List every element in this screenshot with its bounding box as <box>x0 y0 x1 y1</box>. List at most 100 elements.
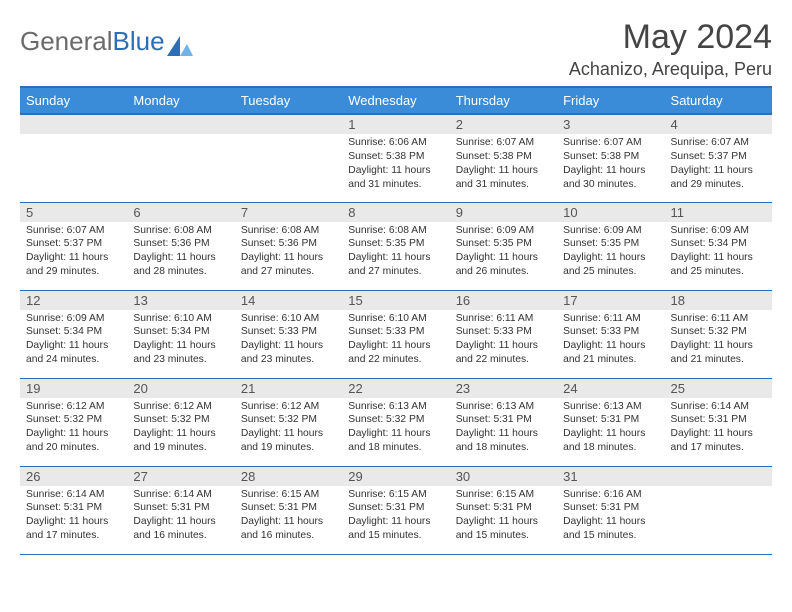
sunset-line: Sunset: 5:38 PM <box>348 150 443 164</box>
sunrise-line: Sunrise: 6:14 AM <box>133 488 228 502</box>
calendar-day-cell: 10Sunrise: 6:09 AMSunset: 5:35 PMDayligh… <box>557 202 664 290</box>
day-number: 15 <box>342 291 449 310</box>
sunrise-line: Sunrise: 6:08 AM <box>348 224 443 238</box>
calendar-week-row: 5 Sunrise: 6:07 AMSunset: 5:37 PM Daylight… <box>20 202 772 290</box>
day-number <box>665 467 772 486</box>
calendar-day-cell: 13Sunrise: 6:10 AMSunset: 5:34 PMDayligh… <box>127 290 234 378</box>
daylight-line: Daylight: 11 hours and 30 minutes. <box>563 164 658 192</box>
sunset-line: Sunset: 5:32 PM <box>241 413 336 427</box>
day-details: Sunrise: 6:12 AMSunset: 5:32 PMDaylight:… <box>127 398 234 460</box>
calendar-day-cell: 3Sunrise: 6:07 AMSunset: 5:38 PMDaylight… <box>557 114 664 202</box>
sunrise-line: Sunrise: 6:14 AM <box>26 488 121 502</box>
day-details: Sunrise: 6:07 AMSunset: 5:38 PMDaylight:… <box>557 134 664 196</box>
sunrise-line: Sunrise: 6:08 AM <box>241 224 336 238</box>
day-details: Sunrise: 6:09 AMSunset: 5:34 PMDaylight:… <box>665 222 772 284</box>
sunrise-line: Sunrise: 6:07 AM <box>26 224 121 238</box>
calendar-day-cell: 30Sunrise: 6:15 AMSunset: 5:31 PMDayligh… <box>450 466 557 554</box>
sunset-line: Sunset: 5:31 PM <box>348 501 443 515</box>
daylight-line: Daylight: 11 hours and 15 minutes. <box>563 515 658 543</box>
day-number: 31 <box>557 467 664 486</box>
day-number: 5 <box>20 203 127 222</box>
sunset-line: Sunset: 5:32 PM <box>671 325 766 339</box>
day-number: 17 <box>557 291 664 310</box>
daylight-line: Daylight: 11 hours and 24 minutes. <box>26 339 121 367</box>
calendar-day-cell: 16Sunrise: 6:11 AMSunset: 5:33 PMDayligh… <box>450 290 557 378</box>
sunset-line: Sunset: 5:35 PM <box>563 237 658 251</box>
day-details: Sunrise: 6:13 AMSunset: 5:32 PMDaylight:… <box>342 398 449 460</box>
calendar-week-row: 26Sunrise: 6:14 AMSunset: 5:31 PMDayligh… <box>20 466 772 554</box>
logo-text-blue: Blue <box>113 26 165 57</box>
weekday-sunday: Sunday <box>20 87 127 114</box>
day-details: Sunrise: 6:08 AMSunset: 5:35 PMDaylight:… <box>342 222 449 284</box>
sunrise-line: Sunrise: 6:13 AM <box>348 400 443 414</box>
day-number: 9 <box>450 203 557 222</box>
day-number: 18 <box>665 291 772 310</box>
daylight-line: Daylight: 11 hours and 25 minutes. <box>671 251 766 279</box>
day-number <box>20 115 127 134</box>
day-number: 2 <box>450 115 557 134</box>
calendar-day-cell: 27Sunrise: 6:14 AMSunset: 5:31 PMDayligh… <box>127 466 234 554</box>
day-number: 11 <box>665 203 772 222</box>
day-number: 8 <box>342 203 449 222</box>
day-details: Sunrise: 6:15 AMSunset: 5:31 PMDaylight:… <box>235 486 342 548</box>
daylight-line: Daylight: 11 hours and 19 minutes. <box>241 427 336 455</box>
day-number: 12 <box>20 291 127 310</box>
weekday-header-row: Sunday Monday Tuesday Wednesday Thursday… <box>20 87 772 114</box>
day-details: Sunrise: 6:12 AMSunset: 5:32 PMDaylight:… <box>235 398 342 460</box>
daylight-line: Daylight: 11 hours and 29 minutes. <box>671 164 766 192</box>
weekday-thursday: Thursday <box>450 87 557 114</box>
calendar-day-cell: 5Sunrise: 6:07 AMSunset: 5:37 PMDaylight… <box>20 202 127 290</box>
day-number: 26 <box>20 467 127 486</box>
sunrise-line: Sunrise: 6:07 AM <box>671 136 766 150</box>
sunset-line: Sunset: 5:34 PM <box>671 237 766 251</box>
day-number: 24 <box>557 379 664 398</box>
day-number: 25 <box>665 379 772 398</box>
day-number <box>127 115 234 134</box>
day-number: 22 <box>342 379 449 398</box>
sunrise-line: Sunrise: 6:10 AM <box>241 312 336 326</box>
daylight-line: Daylight: 11 hours and 18 minutes. <box>456 427 551 455</box>
day-details: Sunrise: 6:14 AMSunset: 5:31 PMDaylight:… <box>665 398 772 460</box>
day-number: 21 <box>235 379 342 398</box>
calendar-day-cell <box>20 114 127 202</box>
weekday-tuesday: Tuesday <box>235 87 342 114</box>
calendar-day-cell: 9Sunrise: 6:09 AMSunset: 5:35 PMDaylight… <box>450 202 557 290</box>
sunset-line: Sunset: 5:37 PM <box>26 237 121 251</box>
sunrise-line: Sunrise: 6:12 AM <box>133 400 228 414</box>
day-details: Sunrise: 6:13 AMSunset: 5:31 PMDaylight:… <box>557 398 664 460</box>
calendar-day-cell: 8Sunrise: 6:08 AMSunset: 5:35 PMDaylight… <box>342 202 449 290</box>
calendar-day-cell: 31Sunrise: 6:16 AMSunset: 5:31 PMDayligh… <box>557 466 664 554</box>
weekday-friday: Friday <box>557 87 664 114</box>
sunset-line: Sunset: 5:37 PM <box>671 150 766 164</box>
sunset-line: Sunset: 5:31 PM <box>563 413 658 427</box>
sunset-line: Sunset: 5:33 PM <box>456 325 551 339</box>
sunset-line: Sunset: 5:36 PM <box>241 237 336 251</box>
sunrise-line: Sunrise: 6:11 AM <box>671 312 766 326</box>
day-number: 20 <box>127 379 234 398</box>
day-details: Sunrise: 6:06 AMSunset: 5:38 PMDaylight:… <box>342 134 449 196</box>
sunset-line: Sunset: 5:31 PM <box>241 501 336 515</box>
day-details: Sunrise: 6:11 AMSunset: 5:32 PMDaylight:… <box>665 310 772 372</box>
sunrise-line: Sunrise: 6:09 AM <box>456 224 551 238</box>
sunset-line: Sunset: 5:35 PM <box>456 237 551 251</box>
calendar-day-cell: 11Sunrise: 6:09 AMSunset: 5:34 PMDayligh… <box>665 202 772 290</box>
sunset-line: Sunset: 5:36 PM <box>133 237 228 251</box>
sunset-line: Sunset: 5:32 PM <box>26 413 121 427</box>
day-details: Sunrise: 6:08 AMSunset: 5:36 PMDaylight:… <box>127 222 234 284</box>
sunrise-line: Sunrise: 6:15 AM <box>348 488 443 502</box>
sunrise-line: Sunrise: 6:13 AM <box>456 400 551 414</box>
sunrise-line: Sunrise: 6:14 AM <box>671 400 766 414</box>
calendar-day-cell <box>127 114 234 202</box>
calendar-day-cell: 29Sunrise: 6:15 AMSunset: 5:31 PMDayligh… <box>342 466 449 554</box>
daylight-line: Daylight: 11 hours and 16 minutes. <box>241 515 336 543</box>
calendar-day-cell: 2Sunrise: 6:07 AMSunset: 5:38 PMDaylight… <box>450 114 557 202</box>
day-number: 4 <box>665 115 772 134</box>
sunset-line: Sunset: 5:31 PM <box>563 501 658 515</box>
daylight-line: Daylight: 11 hours and 18 minutes. <box>563 427 658 455</box>
location-subtitle: Achanizo, Arequipa, Peru <box>569 59 772 80</box>
day-details: Sunrise: 6:10 AMSunset: 5:33 PMDaylight:… <box>342 310 449 372</box>
calendar-day-cell: 4 Sunrise: 6:07 AMSunset: 5:37 PMDaylight… <box>665 114 772 202</box>
daylight-line: Daylight: 11 hours and 15 minutes. <box>348 515 443 543</box>
header: GeneralBlue May 2024 Achanizo, Arequipa,… <box>20 18 772 80</box>
calendar-day-cell: 24Sunrise: 6:13 AMSunset: 5:31 PMDayligh… <box>557 378 664 466</box>
